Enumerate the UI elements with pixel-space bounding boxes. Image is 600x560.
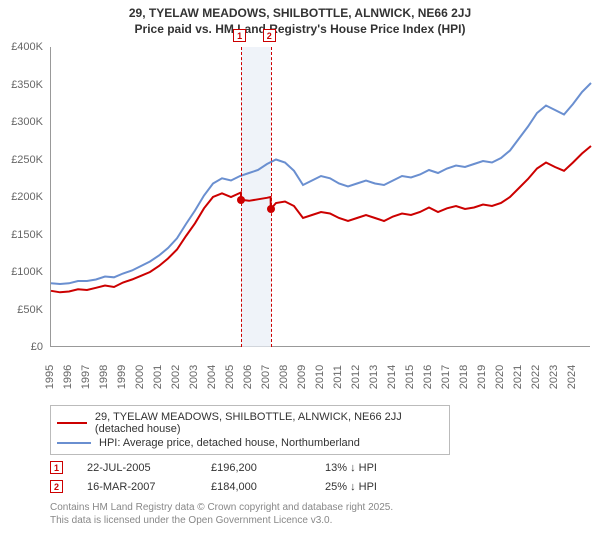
x-tick-label: 2009 — [296, 365, 308, 389]
x-tick-label: 2015 — [404, 365, 416, 389]
y-tick-label: £100K — [11, 266, 43, 278]
x-tick-label: 2024 — [566, 365, 578, 389]
x-tick-label: 1997 — [80, 365, 92, 389]
sales-row-vs-hpi: 13% ↓ HPI — [325, 462, 377, 474]
x-tick-label: 2012 — [350, 365, 362, 389]
legend-label-hpi: HPI: Average price, detached house, Nort… — [99, 437, 360, 449]
sale-dot — [237, 196, 245, 204]
legend-row-property: 29, TYELAW MEADOWS, SHILBOTTLE, ALNWICK,… — [57, 410, 443, 436]
y-tick-label: £350K — [11, 79, 43, 91]
x-tick-label: 2022 — [530, 365, 542, 389]
x-tick-label: 2004 — [206, 365, 218, 389]
x-tick-label: 2000 — [134, 365, 146, 389]
plot-area — [50, 47, 590, 347]
sales-table: 1 22-JUL-2005 £196,200 13% ↓ HPI 2 16-MAR-200… — [0, 461, 600, 493]
title-line-1: 29, TYELAW MEADOWS, SHILBOTTLE, ALNWICK,… — [0, 6, 600, 22]
x-tick-label: 2011 — [332, 365, 344, 389]
x-tick-label: 2019 — [476, 365, 488, 389]
sales-row: 1 22-JUL-2005 £196,200 13% ↓ HPI — [50, 461, 600, 474]
footnote-line-1: Contains HM Land Registry data © Crown c… — [50, 501, 600, 514]
footnote: Contains HM Land Registry data © Crown c… — [50, 501, 600, 527]
sale-marker-box: 1 — [233, 29, 246, 42]
x-tick-label: 2021 — [512, 365, 524, 389]
series-hpi — [51, 83, 591, 284]
x-tick-label: 2001 — [152, 365, 164, 389]
x-tick-label: 2014 — [386, 365, 398, 389]
x-tick-label: 2016 — [422, 365, 434, 389]
footnote-line-2: This data is licensed under the Open Gov… — [50, 514, 600, 527]
legend-box: 29, TYELAW MEADOWS, SHILBOTTLE, ALNWICK,… — [50, 405, 450, 455]
sales-row-marker: 2 — [50, 480, 63, 493]
sales-row-vs-hpi: 25% ↓ HPI — [325, 481, 377, 493]
x-tick-label: 2005 — [224, 365, 236, 389]
x-tick-label: 1995 — [44, 365, 56, 389]
x-tick-label: 2003 — [188, 365, 200, 389]
x-tick-label: 2002 — [170, 365, 182, 389]
x-tick-label: 2020 — [494, 365, 506, 389]
x-tick-label: 2007 — [260, 365, 272, 389]
legend-swatch-hpi — [57, 442, 91, 444]
sales-row-price: £184,000 — [211, 481, 301, 493]
y-tick-label: £200K — [11, 191, 43, 203]
sales-row-date: 16-MAR-2007 — [87, 481, 187, 493]
y-tick-label: £0 — [31, 341, 43, 353]
sales-row-price: £196,200 — [211, 462, 301, 474]
x-tick-label: 2023 — [548, 365, 560, 389]
x-tick-label: 2018 — [458, 365, 470, 389]
title-line-2: Price paid vs. HM Land Registry's House … — [0, 22, 600, 38]
x-tick-label: 2010 — [314, 365, 326, 389]
sales-row: 2 16-MAR-2007 £184,000 25% ↓ HPI — [50, 480, 600, 493]
line-series-svg — [51, 47, 591, 347]
legend-label-property: 29, TYELAW MEADOWS, SHILBOTTLE, ALNWICK,… — [95, 411, 443, 435]
legend-row-hpi: HPI: Average price, detached house, Nort… — [57, 436, 443, 450]
y-tick-label: £400K — [11, 41, 43, 53]
y-tick-label: £150K — [11, 229, 43, 241]
sale-dot — [267, 205, 275, 213]
y-tick-label: £50K — [17, 304, 43, 316]
x-tick-label: 2017 — [440, 365, 452, 389]
chart-title-block: 29, TYELAW MEADOWS, SHILBOTTLE, ALNWICK,… — [0, 0, 600, 39]
x-tick-label: 2013 — [368, 365, 380, 389]
x-tick-label: 1998 — [98, 365, 110, 389]
sale-marker-box: 2 — [263, 29, 276, 42]
sales-row-marker: 1 — [50, 461, 63, 474]
sales-row-date: 22-JUL-2005 — [87, 462, 187, 474]
legend-swatch-property — [57, 422, 87, 424]
y-tick-label: £250K — [11, 154, 43, 166]
x-tick-label: 1996 — [62, 365, 74, 389]
x-tick-label: 2008 — [278, 365, 290, 389]
x-tick-label: 2006 — [242, 365, 254, 389]
x-tick-label: 1999 — [116, 365, 128, 389]
chart-area: £0 £50K £100K £150K £200K £250K £300K £350K £400… — [0, 39, 600, 399]
y-tick-label: £300K — [11, 116, 43, 128]
sale-vline — [271, 47, 272, 347]
